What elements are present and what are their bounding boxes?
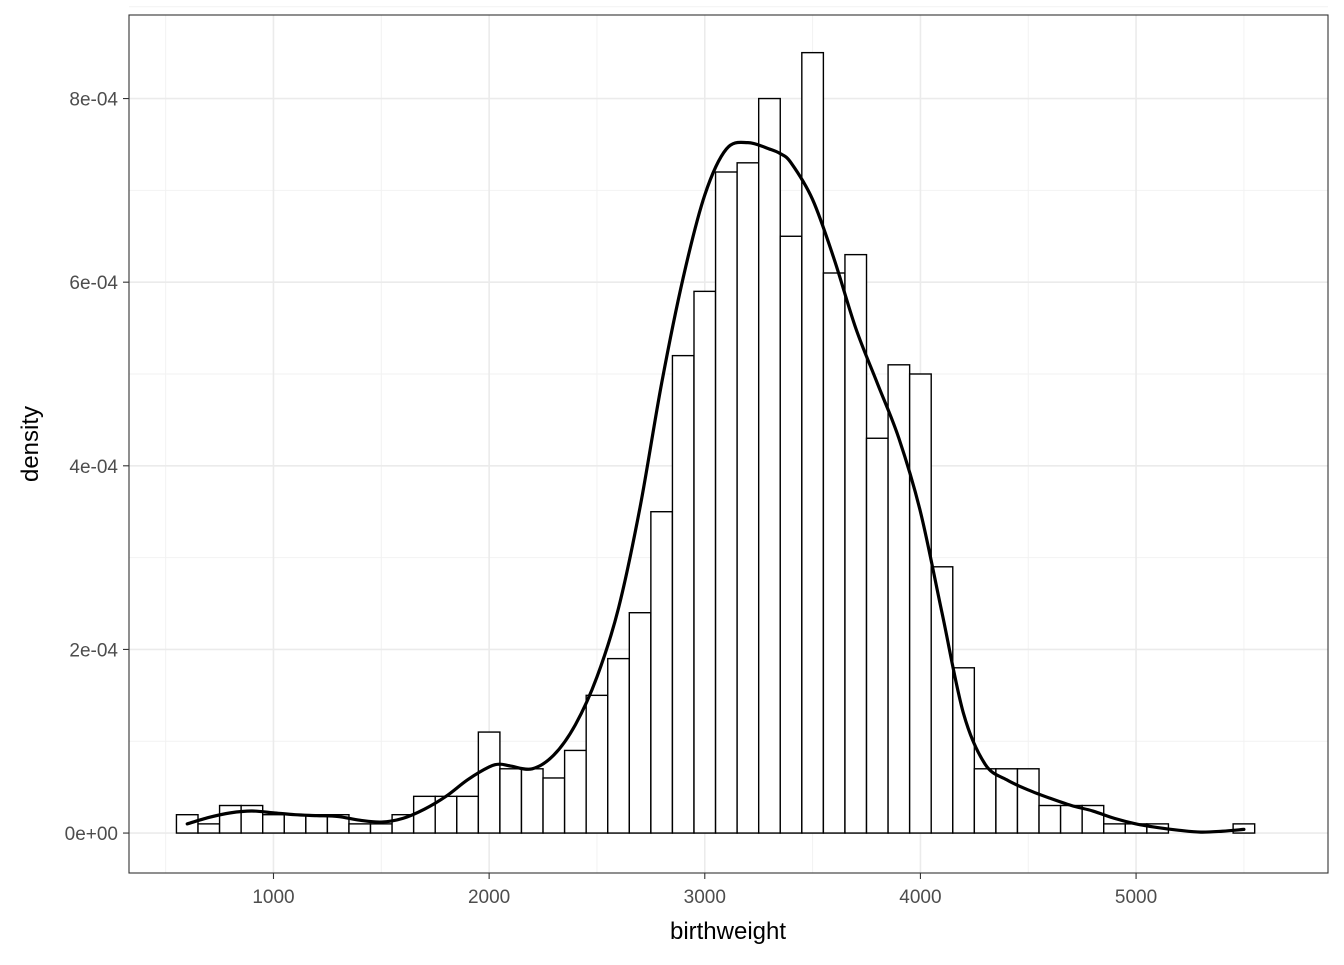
histogram-bar-9 — [369, 823, 393, 834]
y-axis-title: density — [17, 406, 44, 482]
x-axis: 1000 2000 3000 4000 5000 — [252, 873, 1157, 908]
x-tick-label-2: 3000 — [684, 887, 726, 908]
histogram-bar-1 — [197, 823, 221, 834]
histogram-bar-16 — [520, 768, 544, 834]
histogram-bar-39 — [1016, 768, 1040, 834]
x-tick-label-3: 4000 — [899, 887, 941, 908]
histogram-bars — [175, 51, 1256, 834]
histogram-bar-32 — [865, 437, 889, 834]
histogram-bar-11 — [412, 795, 436, 834]
histogram-bar-6 — [305, 813, 329, 834]
density-curve — [185, 140, 1246, 834]
histogram-bar-22 — [650, 511, 674, 834]
panel-border — [128, 14, 1329, 874]
histogram-bar-43 — [1103, 823, 1126, 834]
histogram-bar-29 — [801, 51, 825, 834]
histogram-bar-20 — [607, 657, 631, 834]
histogram-bar-23 — [671, 354, 695, 834]
y-tick-label-4: 8e-04 — [69, 90, 118, 111]
histogram-bar-36 — [952, 667, 976, 834]
histogram-bar-31 — [844, 253, 868, 834]
histogram-bar-41 — [1059, 804, 1083, 834]
histogram-bar-13 — [456, 795, 480, 834]
histogram-bar-5 — [283, 813, 307, 834]
y-tick-label-2: 4e-04 — [69, 457, 118, 478]
histogram-bar-30 — [822, 272, 846, 834]
x-axis-title: birthweight — [670, 918, 786, 945]
histogram-bar-27 — [757, 97, 781, 834]
histogram-bar-8 — [348, 823, 372, 834]
histogram-bar-21 — [628, 612, 652, 834]
histogram-bar-19 — [585, 694, 609, 834]
y-tick-label-1: 2e-04 — [69, 640, 118, 661]
histogram-bar-18 — [563, 749, 587, 834]
histogram-bar-25 — [714, 171, 738, 834]
histogram-bar-4 — [262, 813, 285, 834]
histogram-bar-17 — [542, 777, 566, 834]
x-tick-label-1: 2000 — [468, 887, 510, 908]
histogram-bar-2 — [218, 804, 242, 834]
histogram-bar-24 — [693, 290, 717, 834]
x-tick-label-0: 1000 — [252, 887, 294, 908]
y-tick-label-3: 6e-04 — [69, 273, 118, 294]
y-tick-label-0: 0e+00 — [65, 824, 118, 845]
histogram-bar-40 — [1038, 804, 1062, 834]
histogram-bar-26 — [736, 162, 760, 834]
y-axis: 0e+00 2e-04 4e-04 6e-04 8e-04 — [65, 90, 129, 845]
histogram-bar-34 — [908, 373, 932, 834]
histogram-bar-14 — [477, 731, 501, 834]
histogram-bar-15 — [499, 768, 523, 834]
histogram-bar-37 — [973, 768, 997, 834]
histogram-bar-28 — [779, 235, 803, 834]
x-tick-label-4: 5000 — [1115, 887, 1157, 908]
